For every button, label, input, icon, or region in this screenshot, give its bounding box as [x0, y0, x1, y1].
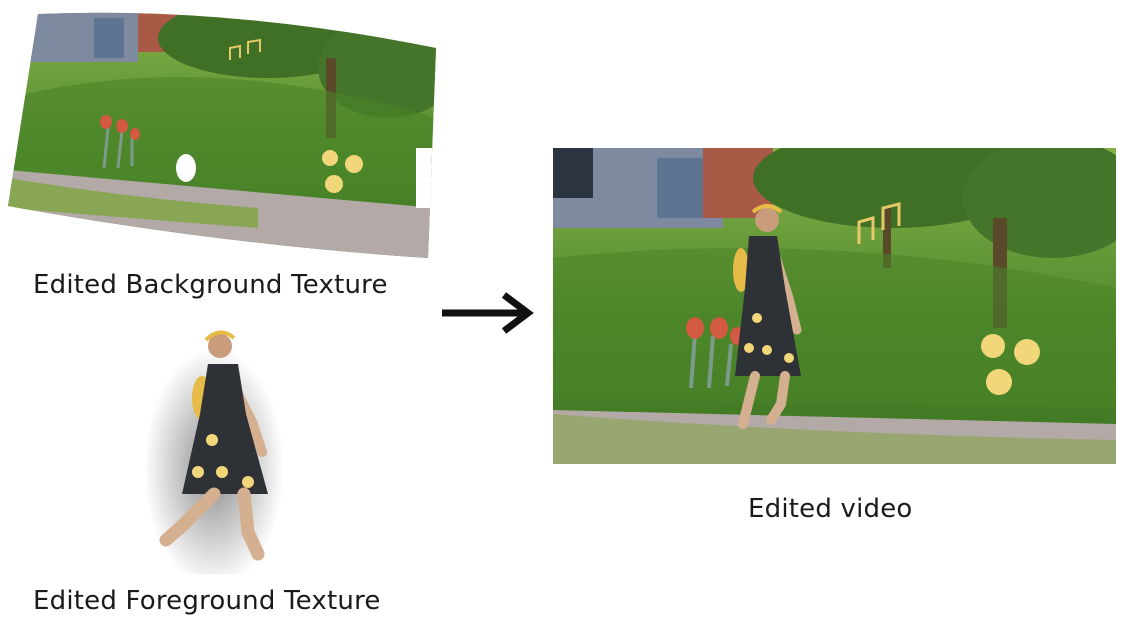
video-red-flowers-icon: [686, 317, 744, 389]
edited-video-label: Edited video: [748, 494, 913, 524]
walking-woman: [733, 204, 802, 429]
video-music-notes-icon: [857, 202, 901, 244]
foreground-texture-image: [144, 318, 284, 574]
foreground-texture-label: Edited Foreground Texture: [33, 586, 381, 616]
edited-video-frame: [553, 148, 1116, 464]
background-texture-label: Edited Background Texture: [33, 270, 388, 300]
music-notes-icon: [229, 38, 261, 60]
video-yellow-flowers-icon: [981, 334, 1040, 395]
background-texture-image: [8, 8, 436, 258]
yellow-flowers-icon: [322, 150, 363, 193]
right-arrow-icon: [440, 290, 536, 336]
red-flowers-icon: [100, 115, 140, 169]
dress-flowers-icon: [192, 434, 254, 488]
